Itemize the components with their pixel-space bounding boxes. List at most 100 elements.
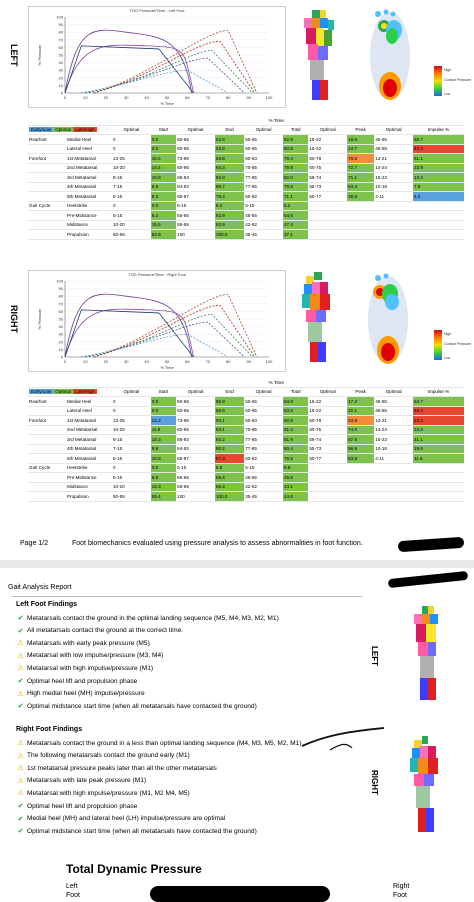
table-cell: 50-65 xyxy=(244,134,283,145)
table-cell xyxy=(308,491,348,502)
x-tick-label: 90 xyxy=(246,359,251,364)
finding-text: Optimal heel lift and propulsion phase xyxy=(27,802,138,810)
table-cell xyxy=(28,220,66,230)
table-cell: 50-65 xyxy=(112,229,151,240)
left-chart-svg: 0 10 20 30 40 50 60 70 80 90 100 0 10 20 30 40 50 60 70 80 9… xyxy=(37,15,273,107)
total-left-label: Left xyxy=(66,883,78,890)
table-cell: 55-65 xyxy=(176,472,215,483)
column-header: End xyxy=(214,387,245,397)
table-cell: 15-23 xyxy=(374,172,413,183)
right-chart-title: TOG Pressure/Time - Right Foot xyxy=(128,272,186,277)
time-group-header: % Time xyxy=(244,378,309,388)
left-metrics-table: % Time Early/Low Optimal Late/High Optimal St… xyxy=(28,116,464,240)
table-cell xyxy=(28,229,66,240)
table-cell xyxy=(308,229,348,240)
table-row: 4th Metatarsal 7-15 9.8 84-92 90.2 77-85 80.4 5… xyxy=(28,444,464,454)
table-cell: 55-73 xyxy=(308,444,348,454)
table-row: 4th Metatarsal 7-15 8.8 84-92 88.7 77-85 79.9 5… xyxy=(28,182,464,192)
left-legend-contact: Contact Pressure xyxy=(444,78,472,82)
pressure-trace-line xyxy=(64,308,194,358)
table-cell: 13.2 xyxy=(412,172,464,183)
table-cell: 11.8 xyxy=(150,425,177,435)
finding-item: ⚠ High medial heel (MH) impulse/pressure xyxy=(16,690,144,698)
table-cell: 0 xyxy=(112,463,151,473)
table-cell: 8.2 xyxy=(282,201,309,211)
table-cell: 90.2 xyxy=(214,444,245,454)
table-cell: Medial Heel xyxy=(66,134,112,145)
table-cell: 83.8 xyxy=(347,415,375,426)
column-header: Total xyxy=(282,125,309,135)
warning-icon: ⚠ xyxy=(17,765,24,773)
table-cell xyxy=(347,229,375,240)
table-cell: Gait Cycle xyxy=(28,201,66,211)
table-cell: 29.9 xyxy=(347,191,375,202)
x-tick-label: 70 xyxy=(206,95,211,100)
table-cell: 4th Metatarsal xyxy=(66,444,112,454)
table-cell: 0 xyxy=(112,406,151,416)
y-tick-label: 10 xyxy=(59,83,64,88)
table-cell xyxy=(347,482,375,492)
table-cell: 67.6 xyxy=(347,434,375,445)
table-cell: 42-52 xyxy=(244,220,283,230)
table-cell: 80.9 xyxy=(282,415,309,426)
finding-text: Optimal midstance start time (when all m… xyxy=(27,827,257,835)
table-cell: 63.9 xyxy=(214,144,245,154)
total-right-label: Right xyxy=(393,883,410,890)
table-cell: 0.0 xyxy=(150,201,177,211)
table-cell: 5-15 xyxy=(112,210,151,221)
table-cell: 55.4 xyxy=(214,482,245,492)
table-cell xyxy=(347,463,375,473)
table-cell xyxy=(308,482,348,492)
table-cell: 100.0 xyxy=(214,491,245,502)
table-row: Gait Cycle Heelstrike 0 0.0 5-15 9.8 5-15 9.8 xyxy=(28,463,464,473)
table-cell: 93.1 xyxy=(214,415,245,426)
side-label-left: LEFT xyxy=(9,44,19,67)
table-row: Lateral Heel 0 0.0 50-65 55.9 50-65 53.9 15-22 2… xyxy=(28,406,464,416)
table-cell xyxy=(412,463,464,473)
x-tick-label: 80 xyxy=(226,95,231,100)
y-tick-label: 90 xyxy=(59,22,64,27)
table-cell: 5th Metatarsal xyxy=(66,453,112,464)
y-tick-label: 50 xyxy=(59,317,64,322)
table-cell xyxy=(28,444,66,454)
table-cell: 15.5 xyxy=(150,220,177,230)
y-tick-label: 0 xyxy=(61,355,64,360)
finding-text: Metatarsal with high impulse/pressure (M… xyxy=(27,664,154,672)
table-cell xyxy=(412,491,464,502)
left-legend-high: High xyxy=(444,68,452,72)
table-cell: 94.8 xyxy=(214,153,245,164)
table-cell: 37.1 xyxy=(282,229,309,240)
table-cell: 10-20 xyxy=(112,163,151,173)
y-tick-label: 30 xyxy=(59,332,64,337)
table-cell: 9.8 xyxy=(150,472,177,483)
right-findings-title: Right Foot Findings xyxy=(16,726,83,733)
table-cell xyxy=(412,482,464,492)
table-cell: 47.4 xyxy=(282,220,309,230)
table-cell: 62.9 xyxy=(214,220,245,230)
table-cell: 64.4 xyxy=(347,182,375,192)
table-cell: 13-25 xyxy=(112,415,151,426)
table-cell: 50-77 xyxy=(308,191,348,202)
check-icon: ✔ xyxy=(17,828,24,836)
table-cell: 13-21 xyxy=(374,153,413,164)
table-cell: 74.0 xyxy=(347,425,375,435)
table-cell: 23.2 xyxy=(412,415,464,426)
table-cell: 100.0 xyxy=(214,229,245,240)
table-cell: 72.7 xyxy=(347,163,375,173)
column-header: Peak xyxy=(347,387,375,397)
table-cell xyxy=(28,182,66,192)
table-cell: 18.6 xyxy=(347,134,375,145)
table-cell: 10-18 xyxy=(374,182,413,192)
table-cell xyxy=(28,210,66,221)
column-header: Start xyxy=(150,387,177,397)
table-cell: 5-15 xyxy=(112,453,151,464)
total-right-sub: Foot xyxy=(393,892,408,899)
table-cell: 70-85 xyxy=(244,163,283,173)
left-pressure-chart: TOG Pressure/Time - Left Foot 0 10 20 30 40 5… xyxy=(28,6,286,108)
table-cell: 100 xyxy=(176,491,215,502)
finding-text: Optimal heel lift and propulsion phase xyxy=(27,677,138,685)
x-tick-label: 100 xyxy=(266,95,273,100)
total-dynamic-pressure-title: Total Dynamic Pressure xyxy=(66,862,202,876)
y-tick-label: 20 xyxy=(59,75,64,80)
table-row: Rearfoot Medial Heel 0 0.0 50-65 55.9 50-65 54.… xyxy=(28,396,464,407)
